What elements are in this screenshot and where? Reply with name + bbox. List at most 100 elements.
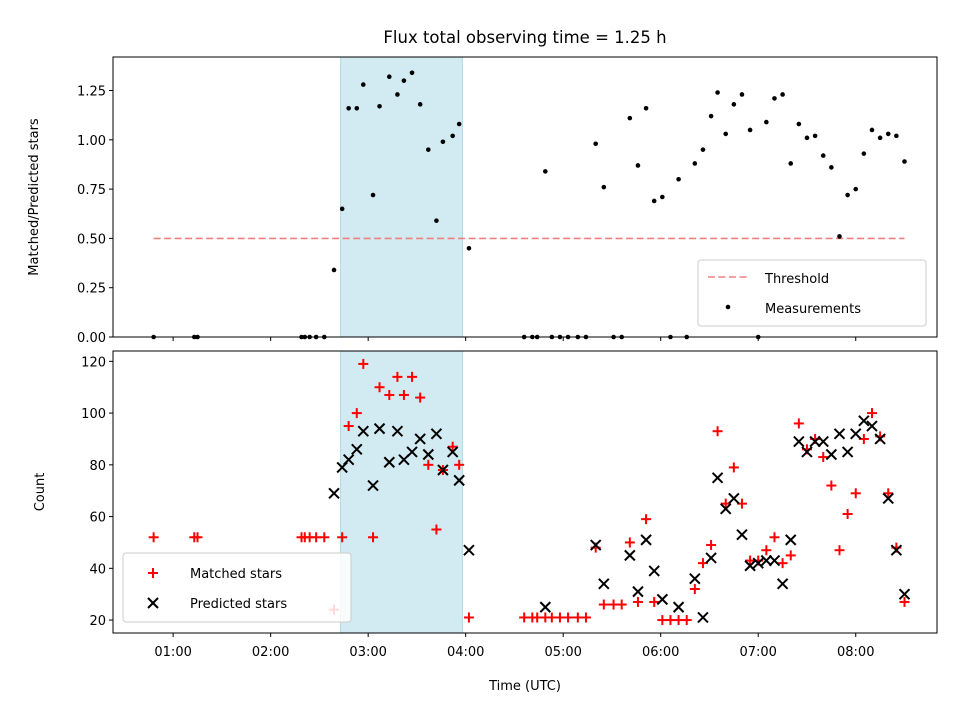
matched-legend-marker <box>148 568 158 578</box>
threshold-legend-label: Threshold <box>764 272 829 287</box>
count-xtick-label: 03:00 <box>349 645 386 660</box>
predicted-star-point <box>357 425 369 437</box>
count-panel-ylabel: Count <box>33 473 48 512</box>
measurement-point <box>627 115 633 121</box>
measurement-point <box>651 198 657 204</box>
measurement-point <box>731 102 737 107</box>
ratio-ytick-label: 1.25 <box>77 85 106 100</box>
matched-star-point <box>384 389 395 400</box>
measurement-point <box>360 82 366 87</box>
predicted-star-point <box>785 534 797 546</box>
measurement-point <box>450 133 455 139</box>
predicted-star-point <box>437 464 449 476</box>
matched-star-point <box>454 459 465 470</box>
predicted-star-point <box>728 492 740 505</box>
predicted-star-point <box>648 565 660 577</box>
predicted-star-point <box>406 446 418 458</box>
ratio-legend-box <box>697 259 927 327</box>
predicted-star-point <box>858 415 870 427</box>
measurement-point <box>440 139 446 145</box>
matched-star-point <box>649 596 660 607</box>
measurement-point <box>747 127 753 133</box>
measurement-point <box>354 105 360 111</box>
predicted-star-point <box>414 433 426 445</box>
measurement-point <box>425 147 431 152</box>
matched-star-point <box>319 532 330 543</box>
measurement-point <box>386 74 392 80</box>
matched-star-point <box>706 540 717 551</box>
measurement-point <box>409 70 415 76</box>
predicted-star-point <box>598 578 610 590</box>
measurement-point <box>788 161 794 166</box>
ratio-legend: Threshold Measurements <box>697 259 927 327</box>
count-xtick-label: 07:00 <box>739 645 776 660</box>
measurement-point <box>601 184 607 190</box>
predicted-legend-x <box>147 597 159 609</box>
predicted-legend-marker <box>147 597 159 609</box>
measurement-point <box>635 163 641 168</box>
measurement-point <box>417 102 423 107</box>
ratio-panel-frame <box>112 56 938 338</box>
predicted-star-point <box>841 446 854 458</box>
measurement-point <box>715 90 720 95</box>
count-ytick-label: 40 <box>89 562 106 577</box>
predicted-star-point <box>624 549 636 562</box>
predicted-star-point <box>453 474 465 487</box>
x-axis-label: Time (UTC) <box>488 679 561 694</box>
count-ytick-label: 100 <box>81 407 106 422</box>
ratio-ytick-label: 0.25 <box>77 282 106 297</box>
matched-star-point <box>689 584 700 595</box>
matched-star-point <box>818 452 829 463</box>
matched-star-point <box>785 550 796 561</box>
matched-star-point <box>431 524 442 535</box>
measurement-point <box>804 135 810 141</box>
predicted-star-point <box>776 578 789 590</box>
measurement-point <box>812 133 818 139</box>
measurement-point <box>660 194 665 200</box>
matched-star-point <box>777 558 788 569</box>
matched-star-point <box>423 459 434 470</box>
matched-star-point <box>392 371 403 382</box>
measurement-point <box>708 113 714 119</box>
predicted-star-point <box>866 420 878 432</box>
measurement-point <box>902 159 907 164</box>
measurement-point <box>764 119 769 125</box>
count-xtick-label: 08:00 <box>837 645 874 660</box>
matched-star-point <box>374 382 385 393</box>
matched-star-point <box>148 532 159 543</box>
predicted-star-point <box>430 428 443 440</box>
matched-star-point <box>192 532 203 543</box>
predicted-star-point <box>890 544 903 556</box>
measurement-point <box>700 147 706 152</box>
predicted-star-point <box>342 453 355 466</box>
measurement-point <box>434 218 439 223</box>
count-xtick-label: 04:00 <box>447 645 484 660</box>
ratio-panel: 0.00 0.25 0.50 0.75 1.00 1.25 Matched/Predict… <box>27 56 938 346</box>
predicted-star-point <box>720 503 732 515</box>
predicted-star-point <box>539 601 552 613</box>
predicted-star-point <box>809 435 821 448</box>
predicted-star-point <box>705 552 717 564</box>
matched-star-point <box>580 612 591 623</box>
matched-star-point <box>641 514 652 525</box>
ratio-ytick-label: 1.00 <box>77 134 106 149</box>
measurement-point <box>401 78 407 83</box>
measurement-point <box>869 127 875 133</box>
matched-star-point <box>769 532 780 543</box>
measurement-point <box>861 151 867 156</box>
predicted-star-point <box>640 534 652 546</box>
count-ytick-label: 60 <box>89 511 106 526</box>
matched-star-point <box>681 615 692 626</box>
measurement-point <box>331 267 337 273</box>
predicted-star-point <box>689 572 701 585</box>
predicted-star-point <box>697 611 709 624</box>
predicted-star-point <box>760 554 773 567</box>
matched-star-point <box>899 596 910 607</box>
predicted-star-point <box>711 472 724 484</box>
predicted-star-point <box>817 435 829 448</box>
ratio-ytick-label: 0.50 <box>77 232 106 247</box>
matched-star-point <box>624 537 635 548</box>
predicted-star-point <box>367 479 379 492</box>
ratio-highlight-span <box>340 56 463 338</box>
